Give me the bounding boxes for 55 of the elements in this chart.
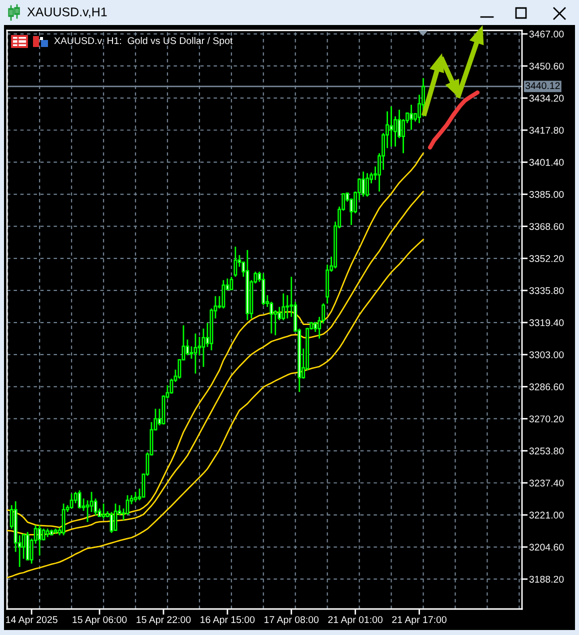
y-tick-label: 3204.60 <box>529 544 564 551</box>
candlestick <box>170 378 174 394</box>
candlestick <box>38 524 42 556</box>
candlestick <box>70 492 74 510</box>
candlestick <box>262 272 266 306</box>
candlestick <box>102 502 106 520</box>
candlestick <box>190 346 194 360</box>
candlestick <box>90 491 94 513</box>
y-tick-label: 3335.80 <box>529 287 564 294</box>
candlestick <box>78 490 82 510</box>
y-tick-label: 3434.20 <box>529 94 564 102</box>
line-series <box>7 238 424 578</box>
candlestick <box>110 511 114 534</box>
candlestick <box>282 292 286 321</box>
candlestick <box>74 491 78 504</box>
y-tick-label: 3286.60 <box>529 383 564 390</box>
y-tick-label: 3303.00 <box>529 351 564 358</box>
y-tick-label: 3253.80 <box>529 448 564 454</box>
y-tick-label: 3385.00 <box>529 190 564 198</box>
candlestick <box>42 528 46 542</box>
y-tick-label: 3188.20 <box>529 576 564 583</box>
x-tick-label: 21 Apr 01:00 <box>328 616 383 626</box>
candlestick <box>134 491 138 503</box>
candlestick <box>94 498 98 516</box>
y-tick-label: 3450.60 <box>529 62 564 70</box>
chart-title: XAUUSD.v,H1 <box>27 8 107 18</box>
x-tick-label: 21 Apr 17:00 <box>392 616 446 626</box>
candlestick <box>314 321 318 333</box>
candlestick <box>410 104 414 130</box>
y-tick-label: 3368.60 <box>529 223 564 230</box>
x-tick-label: 15 Apr 06:00 <box>72 616 127 626</box>
x-tick-label: 16 Apr 15:00 <box>200 616 255 626</box>
y-tick-label: 3401.40 <box>529 158 564 166</box>
ref-line-label: 3440.12 <box>525 82 560 90</box>
candlestick <box>62 502 66 536</box>
candlestick <box>366 172 370 198</box>
text: XAUUSD.v, H1: Gold vs US Dollar / Spot <box>54 36 233 46</box>
x-tick-label: 17 Apr 08:00 <box>264 616 319 626</box>
y-tick-label: 3467.00 <box>529 30 564 38</box>
candlestick <box>194 332 198 374</box>
candlestick <box>362 170 366 198</box>
x-tick-label: 14 Apr 2025 <box>6 616 58 626</box>
y-tick-label: 3221.00 <box>529 512 564 519</box>
candlestick <box>390 106 394 148</box>
candlestick <box>126 494 130 516</box>
y-tick-label: 3352.20 <box>529 255 564 262</box>
y-tick-label: 3270.20 <box>529 415 564 422</box>
candlestick <box>222 279 226 310</box>
candlestick <box>234 246 238 278</box>
candlestick <box>230 276 234 291</box>
y-tick-label: 3237.40 <box>529 480 564 486</box>
candlestick <box>114 502 118 532</box>
y-tick-label: 3319.40 <box>529 319 564 326</box>
x-tick-label: 15 Apr 22:00 <box>136 616 191 626</box>
y-tick-label: 3417.80 <box>529 126 564 134</box>
